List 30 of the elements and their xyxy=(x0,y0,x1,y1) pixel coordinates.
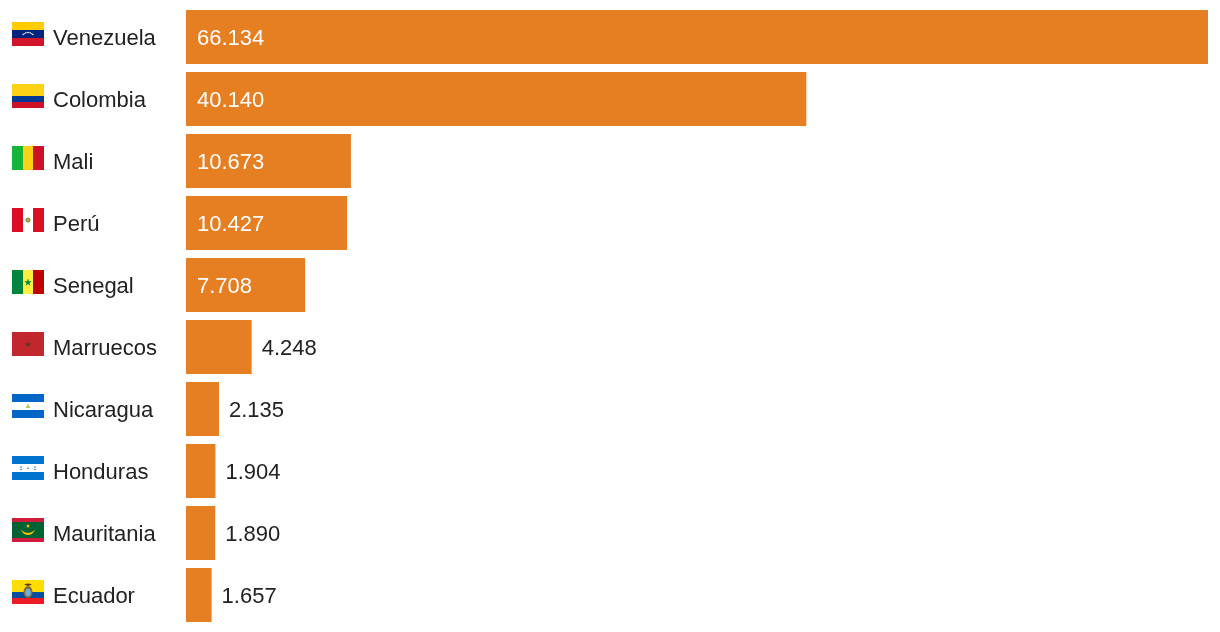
data-label: 66.134 xyxy=(197,24,265,50)
y-tick-label: Mauritania xyxy=(53,520,157,546)
bar xyxy=(186,134,351,188)
y-tick-label: Colombia xyxy=(53,86,147,112)
data-label: 2.135 xyxy=(228,396,285,422)
data-label: 10.427 xyxy=(197,210,265,236)
bar xyxy=(186,506,216,560)
y-tick-label: Mali xyxy=(53,148,94,174)
data-label: 1.904 xyxy=(225,458,281,484)
data-label: 40.140 xyxy=(197,86,265,112)
bar xyxy=(186,196,348,250)
y-tick-label: Perú xyxy=(53,210,100,236)
data-label: 1.890 xyxy=(225,520,281,546)
y-tick-label: Ecuador xyxy=(53,582,135,608)
bar xyxy=(186,72,807,126)
bar xyxy=(186,568,212,622)
data-label: 7.708 xyxy=(197,272,253,298)
data-label: 10.673 xyxy=(197,148,265,174)
bar xyxy=(186,382,219,436)
y-tick-label: Nicaragua xyxy=(53,396,155,422)
y-tick-label: Honduras xyxy=(53,458,149,484)
bar xyxy=(186,320,252,374)
bar xyxy=(186,444,216,498)
bar xyxy=(186,258,306,312)
y-tick-label: Senegal xyxy=(53,272,134,298)
data-label: 1.657 xyxy=(221,582,277,608)
data-label: 4.248 xyxy=(261,334,317,360)
y-tick-label: Venezuela xyxy=(53,24,157,50)
bar xyxy=(186,10,1208,64)
y-tick-label: Marruecos xyxy=(53,334,157,360)
